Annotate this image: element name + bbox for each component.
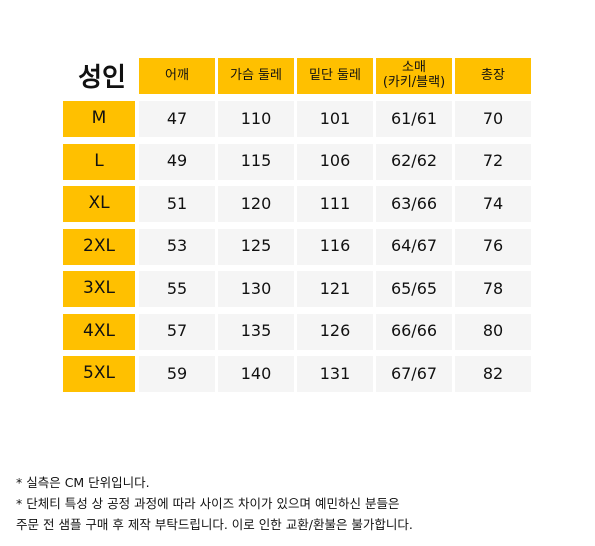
table-cell: 111: [297, 186, 373, 222]
table-cell: 72: [455, 143, 531, 180]
size-label: 2XL: [63, 228, 135, 265]
column-header: 가슴 둘레: [218, 58, 294, 94]
table-cell: 121: [297, 271, 373, 307]
table-cell: 130: [218, 271, 294, 307]
note-line: * 실측은 CM 단위입니다.: [16, 475, 150, 490]
size-label: L: [63, 143, 135, 180]
table-cell: 47: [139, 101, 215, 137]
size-label: 4XL: [63, 313, 135, 350]
table-cell: 126: [297, 313, 373, 350]
table-cell: 115: [218, 143, 294, 180]
table-cell: 76: [455, 228, 531, 265]
table-cell: 116: [297, 228, 373, 265]
table-cell: 101: [297, 101, 373, 137]
table-cell: 140: [218, 356, 294, 392]
size-label: 5XL: [63, 356, 135, 392]
column-header: 어깨: [139, 58, 215, 94]
table-cell: 63/66: [376, 186, 452, 222]
table-cell: 82: [455, 356, 531, 392]
column-header: 소매 (카키/블랙): [376, 58, 452, 94]
column-header: 밑단 둘레: [297, 58, 373, 94]
note-line: * 단체티 특성 상 공정 과정에 따라 사이즈 차이가 있으며 예민하신 분들…: [16, 496, 400, 511]
table-cell: 74: [455, 186, 531, 222]
note-line: 주문 전 샘플 구매 후 제작 부탁드립니다. 이로 인한 교환/환불은 불가합…: [16, 517, 413, 532]
table-cell: 49: [139, 143, 215, 180]
table-cell: 80: [455, 313, 531, 350]
table-cell: 57: [139, 313, 215, 350]
table-cell: 59: [139, 356, 215, 392]
size-label: M: [63, 101, 135, 137]
column-header: 총장: [455, 58, 531, 94]
table-title: 성인: [78, 62, 126, 93]
size-label: 3XL: [63, 271, 135, 307]
table-cell: 51: [139, 186, 215, 222]
table-cell: 70: [455, 101, 531, 137]
table-cell: 64/67: [376, 228, 452, 265]
table-cell: 55: [139, 271, 215, 307]
table-cell: 125: [218, 228, 294, 265]
table-cell: 65/65: [376, 271, 452, 307]
table-cell: 135: [218, 313, 294, 350]
table-cell: 67/67: [376, 356, 452, 392]
table-cell: 78: [455, 271, 531, 307]
table-cell: 120: [218, 186, 294, 222]
table-cell: 61/61: [376, 101, 452, 137]
table-cell: 66/66: [376, 313, 452, 350]
table-cell: 106: [297, 143, 373, 180]
table-cell: 131: [297, 356, 373, 392]
table-cell: 62/62: [376, 143, 452, 180]
table-cell: 53: [139, 228, 215, 265]
table-cell: 110: [218, 101, 294, 137]
size-label: XL: [63, 186, 135, 222]
